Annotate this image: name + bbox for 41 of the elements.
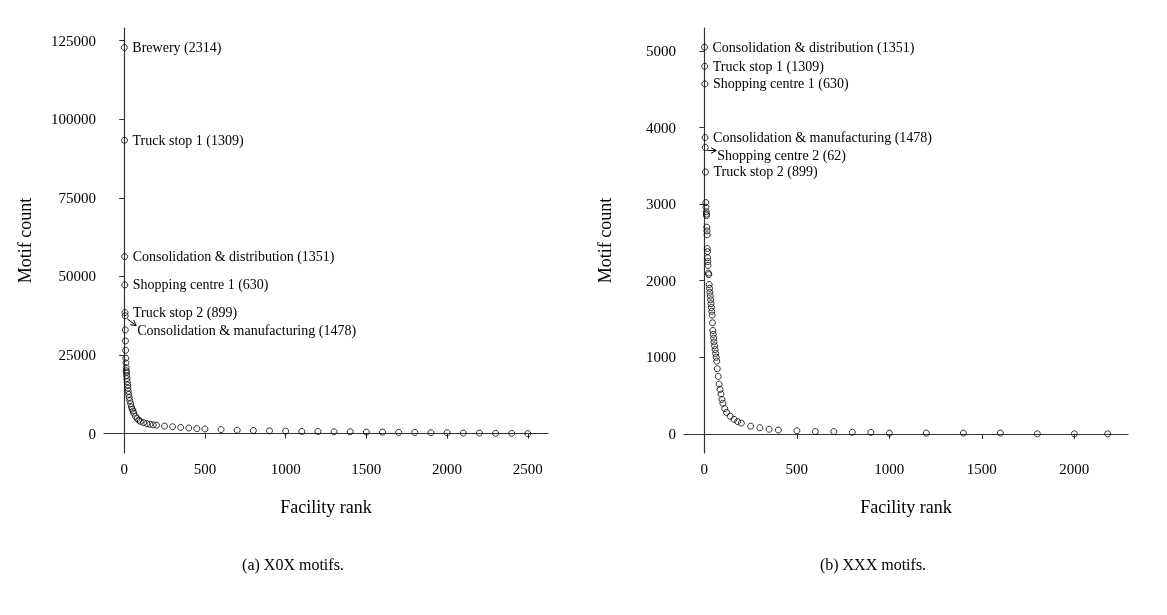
y-tick-label: 25000 — [58, 347, 96, 364]
y-tick-label: 100000 — [51, 111, 96, 128]
annotation: Brewery (2314) — [132, 40, 222, 56]
annotation: Shopping centre 1 (630) — [132, 277, 269, 294]
y-tick-label: 3000 — [646, 196, 676, 213]
annotation: Truck stop 2 (899) — [132, 305, 238, 322]
annotation: Consolidation & distribution (1351) — [132, 249, 335, 266]
x-tick-label: 1500 — [351, 460, 382, 477]
y-tick-label: 5000 — [646, 42, 676, 59]
annotation: Truck stop 1 (1309) — [712, 58, 825, 75]
y-axis-title: Motif count — [15, 197, 35, 284]
y-tick-label: 75000 — [58, 189, 96, 206]
text: (a) X0X motifs. — [241, 556, 345, 574]
x-tick-label: 0 — [120, 460, 128, 477]
x-tick-label: 1500 — [966, 460, 997, 477]
y-tick-label: 2000 — [646, 272, 676, 289]
x-tick-label: 2000 — [432, 460, 463, 477]
annotation: Shopping centre 1 (630) — [712, 76, 849, 93]
y-tick-label: 125000 — [51, 32, 96, 49]
text: (b) XXX motifs. — [818, 556, 928, 574]
x-tick-label: 1000 — [270, 460, 301, 477]
x-axis-title: Facility rank — [860, 497, 952, 517]
x-tick-label: 0 — [700, 460, 709, 477]
y-axis-title: Motif count — [595, 197, 615, 284]
y-tick-label: 0 — [88, 425, 96, 442]
x-tick-label: 1000 — [874, 460, 905, 477]
x-tick-label: 2000 — [1059, 460, 1090, 477]
x-tick-label: 500 — [193, 460, 217, 477]
annotation: Truck stop 1 (1309) — [132, 132, 244, 149]
y-tick-label: 4000 — [646, 119, 676, 136]
y-tick-label: 0 — [668, 425, 676, 442]
x-tick-label: 2500 — [512, 460, 543, 477]
annotation: Consolidation & manufacturing (1478) — [713, 130, 933, 146]
annotation: Shopping centre 2 (62) — [717, 148, 847, 164]
annotation: Truck stop 2 (899) — [713, 164, 818, 181]
annotation: Consolidation & distribution (1351) — [712, 39, 915, 56]
x-axis-title: Facility rank — [280, 497, 372, 517]
x-tick-label: 500 — [785, 460, 809, 477]
y-tick-label: 1000 — [646, 349, 676, 366]
y-tick-label: 50000 — [58, 268, 96, 285]
annotation: Consolidation & manufacturing (1478) — [137, 323, 357, 340]
